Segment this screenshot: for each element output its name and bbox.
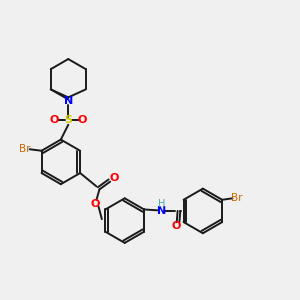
Text: H: H xyxy=(158,200,165,209)
Text: Br: Br xyxy=(20,144,31,154)
Text: Br: Br xyxy=(231,193,243,203)
Text: O: O xyxy=(78,115,87,125)
Text: O: O xyxy=(49,115,59,125)
Text: O: O xyxy=(90,199,100,209)
Text: O: O xyxy=(171,221,181,231)
Text: N: N xyxy=(157,206,166,216)
Text: S: S xyxy=(64,115,72,125)
Text: N: N xyxy=(64,96,73,106)
Text: O: O xyxy=(109,173,118,183)
